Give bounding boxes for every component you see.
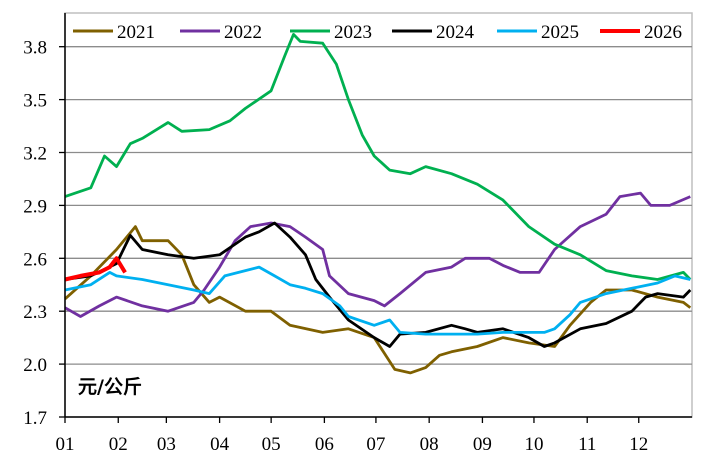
legend-item-2021: 2021 <box>73 22 155 43</box>
x-tick-label: 08 <box>420 434 439 455</box>
y-tick-label: 3.8 <box>23 38 47 59</box>
plot-border <box>64 12 693 418</box>
x-tick-label: 02 <box>109 434 128 455</box>
series-line-2023 <box>64 33 692 281</box>
x-tick-label: 12 <box>629 434 648 455</box>
x-tick-label: 11 <box>578 434 596 455</box>
legend-label: 2022 <box>224 22 262 43</box>
y-tick-label: 2.3 <box>23 302 47 323</box>
x-tick-label: 03 <box>157 434 176 455</box>
unit-label: 元/公斤 <box>78 376 142 398</box>
x-tick-label: 01 <box>56 434 75 455</box>
legend-item-2025: 2025 <box>497 22 579 43</box>
legend-label: 2025 <box>541 22 579 43</box>
x-tick-label: 06 <box>315 434 334 455</box>
legend-label: 2024 <box>436 22 475 43</box>
legend-item-2024: 2024 <box>392 22 475 43</box>
legend-label: 2026 <box>644 22 682 43</box>
x-tick-label: 10 <box>524 434 543 455</box>
legend-label: 2023 <box>334 22 372 43</box>
series-line-2022 <box>64 191 691 318</box>
x-tick-label: 09 <box>473 434 492 455</box>
x-tick-label: 07 <box>366 434 385 455</box>
gridlines <box>59 46 692 423</box>
y-tick-label: 3.2 <box>23 144 47 165</box>
x-tick-label: 05 <box>262 434 281 455</box>
y-tick-label: 2.9 <box>23 196 47 217</box>
y-tick-label: 1.7 <box>23 408 47 429</box>
legend-label: 2021 <box>117 22 155 43</box>
y-tick-label: 2.0 <box>23 355 47 376</box>
series-line-2024 <box>64 221 692 348</box>
legend-item-2023: 2023 <box>290 22 372 43</box>
series-line-2025 <box>64 265 691 336</box>
y-tick-label: 3.5 <box>23 91 47 112</box>
legend-item-2022: 2022 <box>180 22 262 43</box>
y-tick-labels: 1.7 2.0 2.3 2.6 2.9 3.2 3.5 3.8 <box>23 38 47 429</box>
y-tick-label: 2.6 <box>23 249 47 270</box>
legend-item-2026: 2026 <box>600 22 682 43</box>
series-lines <box>64 33 692 375</box>
x-tick-label: 04 <box>210 434 230 455</box>
series-line-2021 <box>64 225 692 375</box>
legend: 2021 2022 2023 2024 2025 2026 <box>73 22 682 43</box>
series-line-2026 <box>64 256 127 282</box>
x-tick-labels: 01 02 03 04 05 06 07 08 09 10 11 12 <box>56 434 649 455</box>
